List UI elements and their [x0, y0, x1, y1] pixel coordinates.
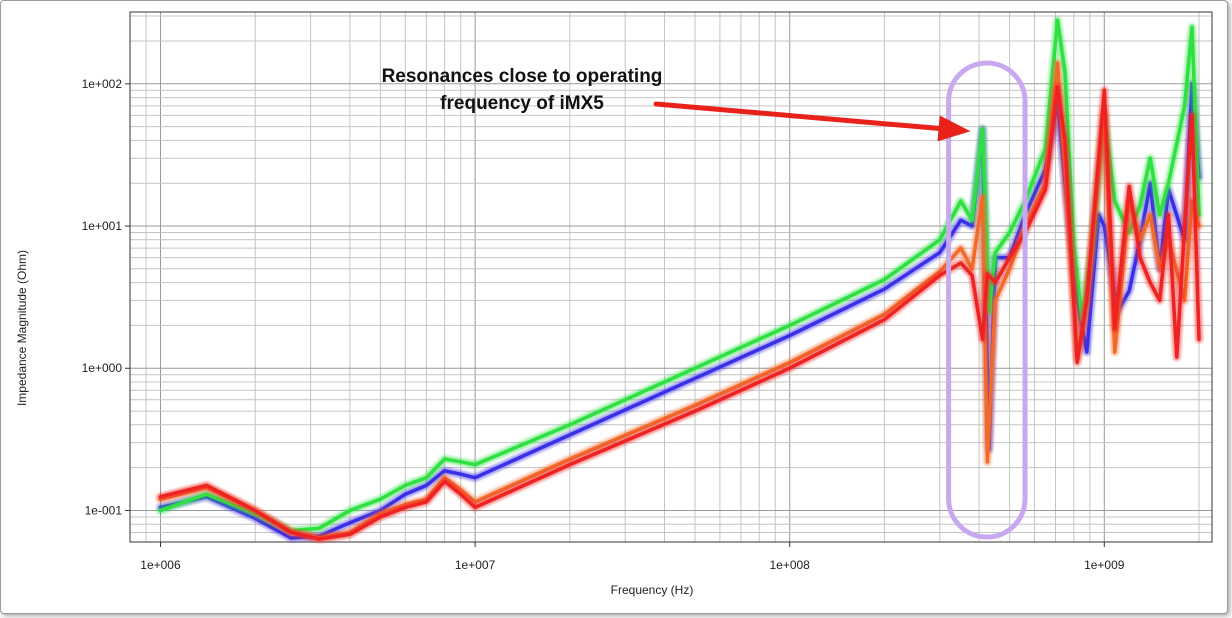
y-tick-label: 1e+000: [82, 361, 123, 375]
y-tick-label: 1e-001: [85, 503, 123, 517]
plot-area-border: [129, 11, 1213, 543]
series-2-glow: [156, 16, 1203, 535]
arrow-shaft: [653, 101, 942, 131]
annotation-line-1: Resonances close to operating: [382, 66, 663, 87]
y-tick-label: 1e+002: [82, 77, 123, 91]
series-4-line: [158, 85, 1201, 541]
series-2-line: [158, 18, 1201, 533]
y-axis-label: Impedance Magnitude (Ohm): [15, 250, 29, 406]
series-4: [156, 83, 1203, 543]
x-axis: 1e+006 1e+007 1e+008 1e+009: [140, 542, 1125, 572]
y-tick-label: 1e+001: [82, 219, 123, 233]
series-layer: [156, 16, 1203, 543]
x-tick-label: 1e+008: [769, 558, 810, 572]
annotation: Resonances close to operating frequency o…: [382, 60, 1028, 540]
x-tick-label: 1e+009: [1084, 558, 1125, 572]
x-tick-label: 1e+006: [140, 558, 181, 572]
series-2: [156, 16, 1203, 535]
highlight-ellipse: [946, 60, 1028, 540]
x-axis-label: Frequency (Hz): [611, 583, 694, 597]
annotation-line-2: frequency of iMX5: [440, 93, 604, 114]
x-tick-label: 1e+007: [455, 558, 496, 572]
arrow-head: [937, 115, 971, 142]
y-axis: 1e-001 1e+000 1e+001 1e+002: [82, 77, 130, 517]
